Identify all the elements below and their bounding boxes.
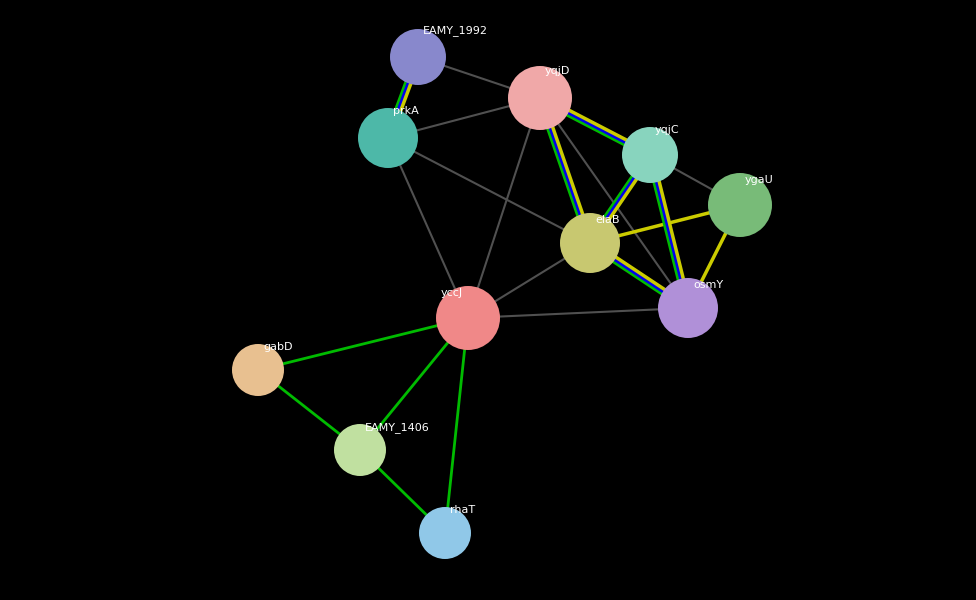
Circle shape xyxy=(708,173,772,237)
Text: rhaT: rhaT xyxy=(450,505,475,515)
Text: yqjC: yqjC xyxy=(655,125,679,135)
Circle shape xyxy=(658,278,718,338)
Text: osmY: osmY xyxy=(693,280,723,290)
Circle shape xyxy=(334,424,386,476)
Text: yqjD: yqjD xyxy=(545,66,570,76)
Text: yccJ: yccJ xyxy=(441,288,463,298)
Circle shape xyxy=(358,108,418,168)
Circle shape xyxy=(560,213,620,273)
Text: elaB: elaB xyxy=(595,215,620,225)
Circle shape xyxy=(436,286,500,350)
Text: ygaU: ygaU xyxy=(745,175,774,185)
Circle shape xyxy=(232,344,284,396)
Text: gabD: gabD xyxy=(263,342,293,352)
Circle shape xyxy=(390,29,446,85)
Circle shape xyxy=(419,507,471,559)
Circle shape xyxy=(622,127,678,183)
Text: EAMY_1992: EAMY_1992 xyxy=(423,25,488,36)
Text: prkA: prkA xyxy=(393,106,419,116)
Circle shape xyxy=(508,66,572,130)
Text: EAMY_1406: EAMY_1406 xyxy=(365,422,429,433)
